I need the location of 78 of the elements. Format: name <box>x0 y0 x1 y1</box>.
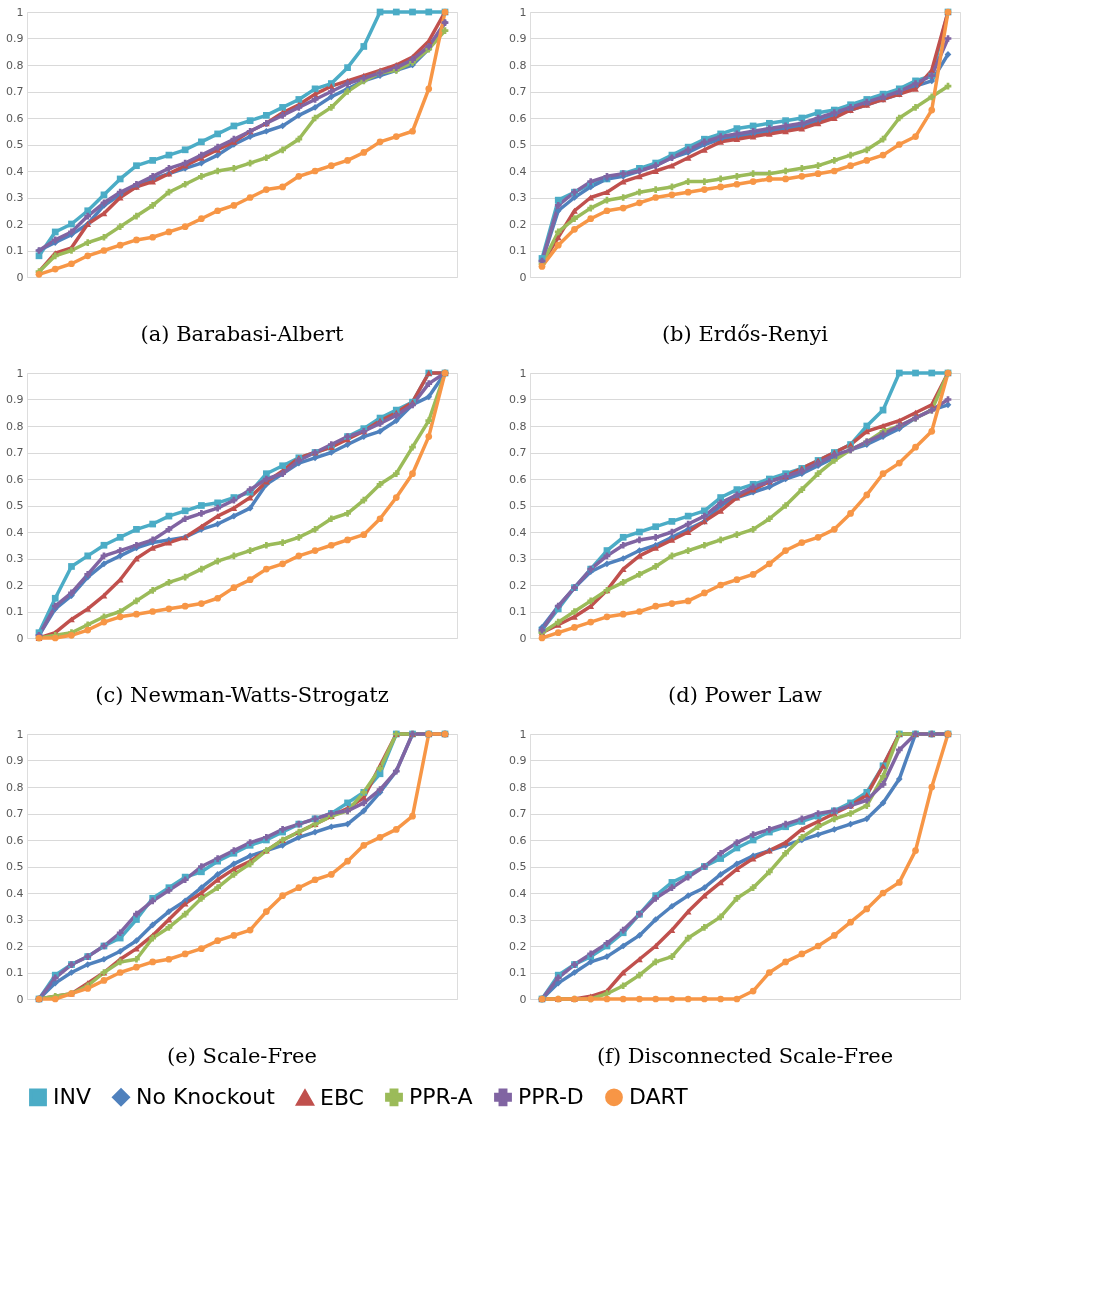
y-tick-label: 0.2 <box>509 578 527 592</box>
y-tick-label: 1 <box>519 366 527 380</box>
y-tick-label: 0.8 <box>509 780 527 794</box>
y-tick-label: 0.7 <box>6 85 24 98</box>
y-tick-label: 0.6 <box>6 111 24 125</box>
y-tick-label: 0.7 <box>509 807 527 820</box>
y-tick-label: 0.3 <box>6 191 24 204</box>
y-tick-label: 0.4 <box>509 525 527 539</box>
y-tick-label: 0.9 <box>6 32 24 45</box>
y-tick-label: 0.4 <box>6 886 24 900</box>
text: (a) Barabasi-Albert <box>140 322 344 346</box>
y-tick-label: 0.3 <box>6 913 24 926</box>
y-tick-label: 0.1 <box>6 966 24 979</box>
y-tick-label: 1 <box>16 366 24 380</box>
y-tick-label: 0.7 <box>6 446 24 459</box>
y-tick-label: 0.6 <box>509 833 527 847</box>
y-tick-label: 0.7 <box>509 85 527 98</box>
y-tick-label: 0.8 <box>6 58 24 72</box>
legend-label: PPR-D <box>518 1084 584 1110</box>
y-tick-label: 0.9 <box>509 32 527 45</box>
y-tick-label: 0 <box>16 631 24 645</box>
y-tick-label: 1 <box>16 5 24 19</box>
y-tick-label: 0.4 <box>509 886 527 900</box>
y-tick-label: 0 <box>16 270 24 284</box>
y-tick-label: 0.3 <box>509 191 527 204</box>
y-tick-label: 0.8 <box>6 780 24 794</box>
y-tick-label: 0.9 <box>509 754 527 767</box>
legend-label: INV <box>53 1084 91 1110</box>
y-tick-label: 0.1 <box>509 966 527 979</box>
y-tick-label: 0 <box>519 270 527 284</box>
y-tick-label: 0.9 <box>509 393 527 406</box>
y-tick-label: 1 <box>519 5 527 19</box>
y-tick-label: 0 <box>519 631 527 645</box>
y-tick-label: 0.6 <box>6 833 24 847</box>
y-tick-label: 0 <box>16 992 24 1006</box>
y-tick-label: 0.1 <box>509 244 527 257</box>
y-tick-label: 0 <box>519 992 527 1006</box>
y-tick-label: 0.8 <box>509 419 527 433</box>
y-tick-label: 0.5 <box>6 138 24 151</box>
y-tick-label: 0.5 <box>509 860 527 873</box>
y-tick-label: 0.4 <box>509 164 527 178</box>
y-tick-label: 0.1 <box>509 605 527 618</box>
y-tick-label: 1 <box>519 727 527 741</box>
y-tick-label: 0.4 <box>6 164 24 178</box>
y-tick-label: 0.7 <box>509 446 527 459</box>
legend-label: DART <box>629 1084 689 1110</box>
y-tick-label: 0.3 <box>509 552 527 565</box>
legend-label: PPR-A <box>409 1084 473 1110</box>
y-tick-label: 0.4 <box>6 525 24 539</box>
y-tick-label: 0.1 <box>6 244 24 257</box>
text: (b) Erdős-Renyi <box>661 322 829 346</box>
y-tick-label: 0.1 <box>6 605 24 618</box>
y-tick-label: 0.6 <box>509 472 527 486</box>
y-tick-label: 0.2 <box>509 217 527 231</box>
y-tick-label: 0.2 <box>6 578 24 592</box>
legend-label: No Knockout <box>136 1084 276 1110</box>
y-tick-label: 0.3 <box>6 552 24 565</box>
text: (e) Scale-Free <box>167 1044 317 1068</box>
y-tick-label: 1 <box>16 727 24 741</box>
y-tick-label: 0.3 <box>509 913 527 926</box>
y-tick-label: 0.9 <box>6 754 24 767</box>
y-tick-label: 0.5 <box>6 499 24 512</box>
y-tick-label: 0.8 <box>509 58 527 72</box>
y-tick-label: 0.6 <box>6 472 24 486</box>
legend-label: EBC <box>320 1084 364 1110</box>
y-tick-label: 0.5 <box>6 860 24 873</box>
text: (f) Disconnected Scale-Free <box>596 1044 894 1068</box>
y-tick-label: 0.6 <box>509 111 527 125</box>
y-tick-label: 0.7 <box>6 807 24 820</box>
y-tick-label: 0.5 <box>509 138 527 151</box>
y-tick-label: 0.2 <box>6 217 24 231</box>
y-tick-label: 0.2 <box>509 939 527 953</box>
y-tick-label: 0.5 <box>509 499 527 512</box>
text: (d) Power Law <box>668 683 823 707</box>
y-tick-label: 0.9 <box>6 393 24 406</box>
text: (c) Newman-Watts-Strogatz <box>95 683 389 707</box>
y-tick-label: 0.8 <box>6 419 24 433</box>
y-tick-label: 0.2 <box>6 939 24 953</box>
